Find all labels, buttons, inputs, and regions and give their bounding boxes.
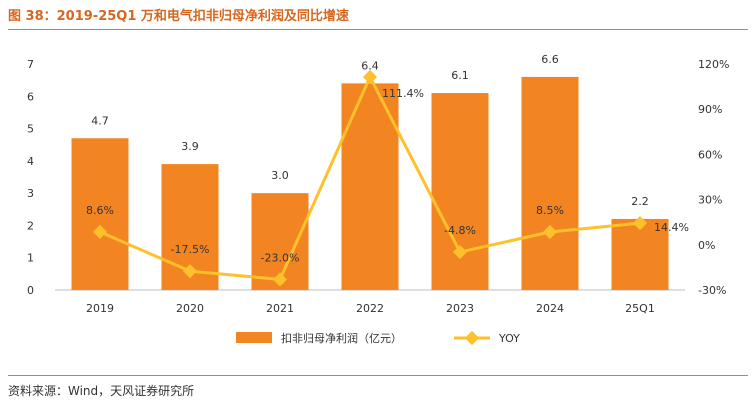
source-divider [8,375,748,376]
legend-label-bar: 扣非归母净利润（亿元） [281,331,402,345]
x-tick-label: 2019 [86,302,114,315]
y-right-tick-label: 90% [698,103,722,116]
figure-title: 图 38：2019-25Q1 万和电气扣非归母净利润及同比增速 [8,9,349,24]
title-divider [8,29,748,30]
yoy-value-label: 14.4% [654,221,689,234]
y-right-tick-label: 0% [698,239,715,252]
legend-swatch-bar [236,332,272,343]
y-left-tick-label: 3 [27,187,34,200]
bar-value-label: 6.1 [451,69,469,82]
yoy-value-label: 111.4% [382,87,424,100]
yoy-value-label: -17.5% [171,243,210,256]
yoy-point [452,244,468,260]
y-right-tick-label: 60% [698,148,722,161]
y-right-tick-label: -30% [698,284,726,297]
y-left-tick-label: 1 [27,252,34,265]
yoy-value-label: 8.5% [536,204,564,217]
bar-value-label: 6.6 [541,53,559,66]
x-tick-label: 2024 [536,302,564,315]
bar [611,218,669,290]
bar-value-label: 3.0 [271,169,289,182]
bar [521,76,579,291]
x-tick-label: 2023 [446,302,474,315]
bar-value-label: 2.2 [631,195,649,208]
bar-value-label: 3.9 [181,140,199,153]
y-left-tick-label: 0 [27,284,34,297]
y-right-tick-label: 30% [698,194,722,207]
source-note: 资料来源：Wind，天风证券研究所 [8,384,195,398]
yoy-point [632,216,648,231]
x-tick-label: 2021 [266,302,294,315]
bar [71,138,129,290]
x-tick-label: 2020 [176,302,204,315]
x-tick-label: 2022 [356,302,384,315]
legend-swatch-marker [464,330,480,346]
y-left-tick-label: 7 [27,58,34,71]
bar-value-label: 6.4 [361,59,379,72]
yoy-point [542,224,558,240]
bar-value-label: 4.7 [91,114,109,127]
yoy-value-label: 8.6% [86,204,114,217]
y-left-tick-label: 4 [27,155,34,168]
y-left-tick-label: 5 [27,123,34,136]
yoy-point [182,264,198,279]
bar [431,93,489,290]
yoy-point [362,69,378,85]
chart: 0 1 2 3 4 5 6 7 -30% 0% 30% 60% 90% 120% 2019 2020 2021 2… [27,53,729,346]
yoy-point [272,272,288,287]
y-right-tick-label: 120% [698,58,729,71]
y-left-tick-label: 6 [27,90,34,103]
yoy-value-label: -23.0% [261,251,300,264]
yoy-value-label: -4.8% [444,224,476,237]
y-left-tick-label: 2 [27,219,34,232]
x-tick-label: 25Q1 [625,302,655,315]
legend-label-line: YOY [498,332,520,345]
